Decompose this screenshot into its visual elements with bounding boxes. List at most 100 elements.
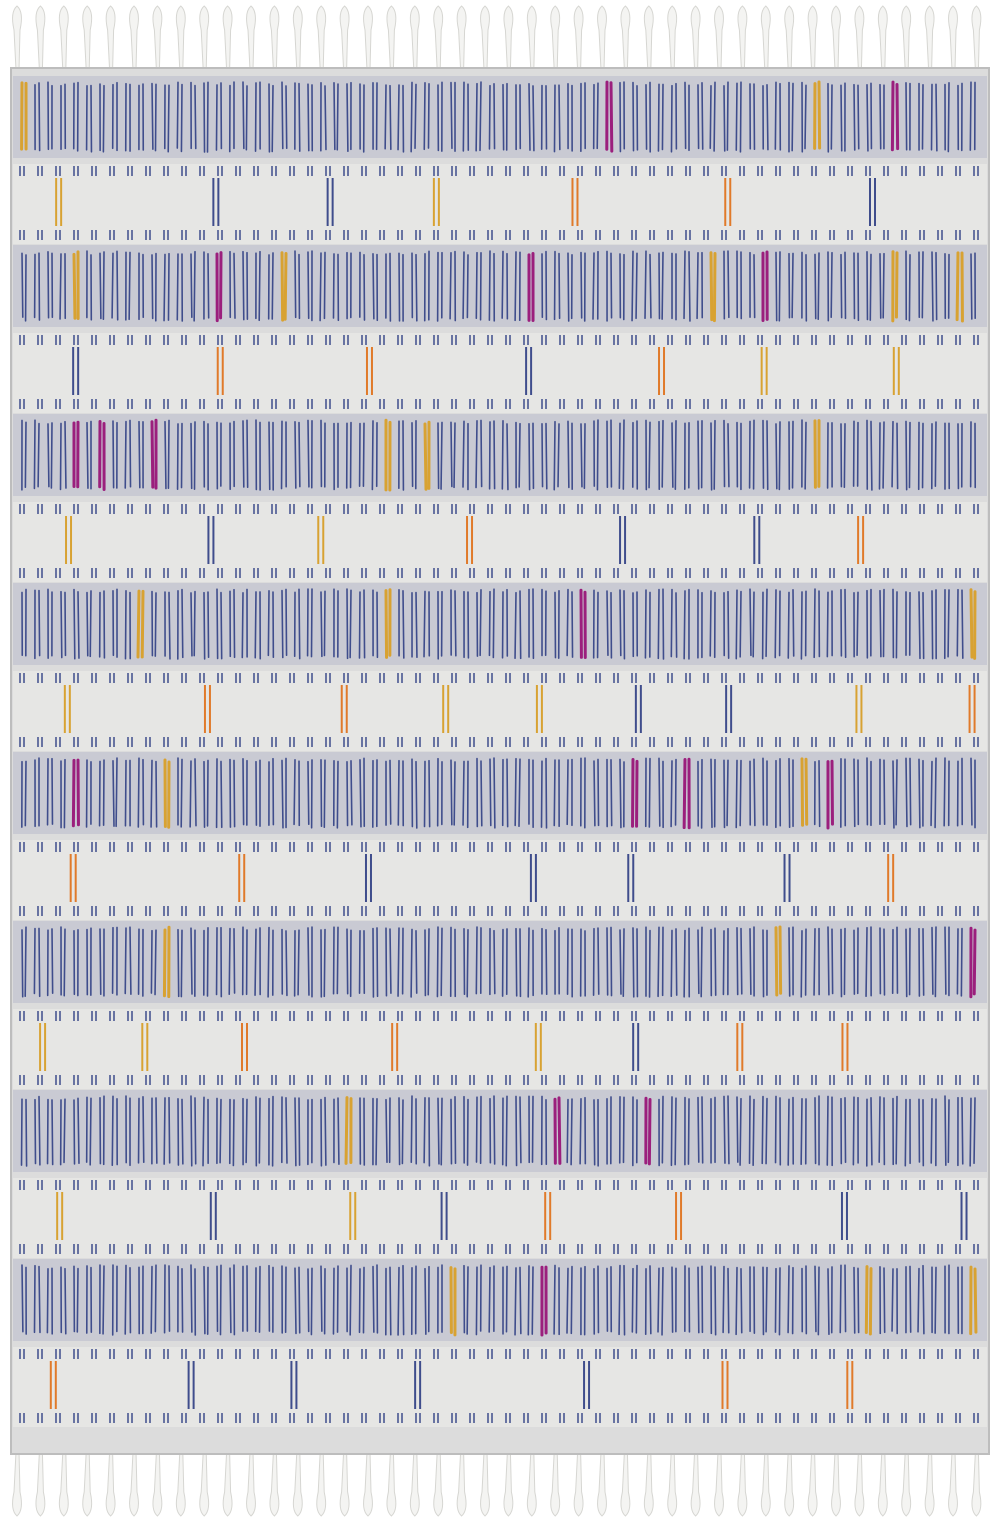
stroke — [297, 929, 300, 996]
stroke — [736, 1096, 739, 1163]
stroke — [865, 926, 868, 998]
stroke — [528, 422, 531, 491]
stroke — [558, 84, 561, 151]
stroke — [956, 588, 959, 657]
stroke — [323, 251, 326, 320]
stroke — [427, 928, 430, 996]
stroke — [142, 1096, 145, 1164]
stroke — [215, 84, 218, 151]
stroke — [593, 760, 596, 827]
stroke — [657, 1267, 660, 1333]
stroke — [723, 419, 726, 488]
stroke — [155, 760, 158, 828]
stroke — [389, 1266, 392, 1336]
tassel — [175, 1451, 186, 1517]
stroke — [922, 1264, 925, 1335]
stroke — [241, 592, 244, 659]
stroke — [229, 1267, 232, 1334]
stroke — [727, 590, 730, 659]
stroke — [436, 926, 439, 998]
tassel — [246, 1451, 256, 1517]
stroke — [670, 588, 673, 658]
stroke — [398, 1097, 401, 1166]
stroke — [63, 1098, 66, 1164]
stroke — [740, 1267, 743, 1334]
stroke — [77, 591, 80, 659]
stroke — [866, 83, 869, 152]
stroke — [826, 1095, 829, 1166]
stroke — [908, 421, 911, 489]
stroke — [332, 253, 335, 319]
fringe-top — [12, 5, 982, 71]
stroke — [129, 419, 132, 488]
stroke — [752, 1098, 755, 1167]
stroke — [162, 928, 167, 998]
stroke — [831, 928, 834, 995]
stroke — [735, 1266, 738, 1336]
stroke — [336, 926, 339, 995]
stroke — [709, 590, 712, 657]
tassel — [526, 5, 537, 71]
stroke — [674, 1097, 677, 1166]
tassel — [807, 1451, 818, 1517]
stroke — [124, 589, 127, 660]
stroke — [281, 759, 284, 829]
stroke — [116, 250, 119, 321]
tassel — [316, 5, 327, 71]
stroke — [817, 252, 820, 321]
stroke — [870, 1097, 873, 1166]
tassel — [714, 5, 724, 71]
stroke — [869, 253, 872, 321]
stroke — [774, 81, 777, 150]
stroke — [71, 758, 76, 828]
stroke — [423, 82, 426, 151]
stroke — [372, 1265, 375, 1333]
stroke — [566, 1098, 569, 1164]
dense-band — [13, 583, 987, 665]
stroke — [791, 252, 794, 319]
stroke — [687, 1098, 690, 1165]
stroke — [935, 251, 938, 321]
stroke — [72, 252, 77, 320]
stroke — [631, 250, 634, 322]
stroke — [411, 422, 414, 488]
stroke — [384, 589, 389, 659]
tassel — [503, 1451, 514, 1517]
stroke — [423, 1097, 426, 1164]
stroke — [450, 421, 453, 488]
stroke — [112, 759, 115, 827]
stroke — [21, 1264, 24, 1333]
stroke — [233, 927, 236, 994]
stroke — [635, 252, 638, 320]
stroke — [181, 588, 184, 659]
stroke — [415, 929, 418, 994]
stroke — [307, 927, 310, 996]
stroke — [454, 590, 457, 657]
tassel — [269, 1451, 280, 1517]
stroke — [736, 926, 739, 996]
stroke — [844, 1264, 847, 1333]
stroke — [124, 927, 127, 995]
stroke — [840, 84, 843, 152]
stroke — [89, 1097, 92, 1166]
tassel — [877, 1451, 888, 1517]
stroke — [307, 760, 310, 826]
stroke — [415, 760, 418, 829]
stroke — [33, 419, 36, 490]
stroke — [557, 423, 560, 488]
stroke — [190, 1264, 193, 1333]
stroke — [514, 251, 517, 322]
stroke — [294, 250, 297, 319]
stroke — [800, 1097, 803, 1165]
stroke — [332, 1267, 335, 1335]
stroke — [618, 1264, 621, 1336]
stroke — [580, 423, 583, 488]
stroke — [788, 757, 791, 829]
tassel — [363, 5, 373, 71]
stroke — [410, 81, 413, 153]
stroke — [475, 420, 478, 489]
stroke — [947, 589, 950, 658]
stroke — [21, 252, 24, 318]
stroke — [155, 1097, 158, 1164]
stroke — [894, 251, 899, 319]
